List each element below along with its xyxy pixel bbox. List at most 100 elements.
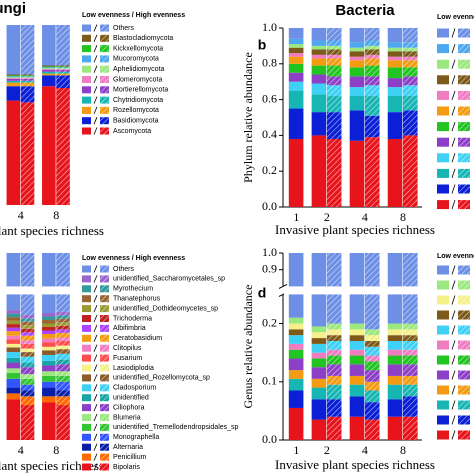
bar-segment [288, 349, 304, 359]
bar-segment [364, 76, 380, 86]
x-tick-label: 1 [293, 443, 299, 457]
bar-segment [42, 371, 56, 376]
bar-segment [20, 77, 35, 79]
bar-segment [20, 318, 35, 322]
bar-segment [387, 138, 403, 207]
bar-segment [311, 83, 327, 95]
bar-segment [42, 75, 56, 87]
legend-swatch [82, 117, 91, 125]
bar-segment [311, 387, 327, 400]
bar-segment [387, 323, 403, 330]
legend-swatch-hatched [100, 315, 109, 322]
y-axis-title: Genus relative abundance [241, 285, 255, 409]
legend-label: Chytridiomycota [113, 97, 163, 104]
legend-swatch-hatched [100, 384, 109, 392]
bar-segment [6, 343, 21, 348]
legend-swatch-hatched [100, 117, 109, 125]
bar-segment [20, 348, 35, 353]
legend-label: Clitopilus [113, 345, 142, 352]
legend-label: Cladosporium [113, 385, 156, 392]
bar-segment [6, 362, 21, 369]
legend-slash [93, 413, 98, 422]
bar-segment [349, 335, 365, 341]
bar-segment [42, 350, 56, 355]
bar-segment [349, 384, 365, 397]
legend-label: Albifimbria [113, 325, 146, 332]
legend-label: Others [113, 25, 135, 32]
x-tick-label: 8 [400, 443, 406, 457]
legend-swatch [437, 400, 449, 410]
bar-segment [56, 337, 70, 341]
bar-segment [42, 320, 56, 324]
legend-slash [451, 199, 456, 210]
legend-swatch-hatched [100, 86, 109, 94]
legend-swatch [82, 285, 91, 293]
legend-swatch-hatched [458, 295, 470, 305]
bar-segment [311, 399, 327, 420]
bar-segment [311, 332, 327, 339]
bar-segment [402, 28, 418, 43]
bar-segment [311, 135, 327, 207]
legend-swatch [82, 34, 91, 42]
bar-segment [387, 47, 403, 52]
legend-label: Bipolaris [113, 464, 140, 471]
bar-segment [56, 375, 70, 382]
legend-swatch-hatched [458, 325, 470, 335]
legend-swatch-hatched [100, 443, 109, 451]
bar-segment [311, 45, 327, 50]
bar-segment [326, 54, 342, 59]
bar-segment [364, 96, 380, 116]
x-tick-label: 4 [18, 208, 24, 222]
y-tick-label: 0.9 [262, 261, 277, 275]
bar-segment [288, 90, 304, 109]
legend-swatch [437, 370, 449, 380]
bar-segment [20, 396, 35, 406]
x-tick-label: 4 [362, 210, 368, 224]
bar-segment [42, 86, 56, 205]
x-axis-title: Invasive plant species richness [275, 222, 435, 237]
bar-segment [20, 82, 35, 87]
bar-segment [288, 44, 304, 48]
bar-segment [56, 88, 70, 205]
bar-segment [387, 329, 403, 336]
bar-segment [387, 416, 403, 440]
legend-swatch-hatched [458, 168, 470, 178]
bar-segment [311, 358, 327, 368]
legend-swatch [82, 374, 91, 382]
bar-segment [387, 96, 403, 113]
legend-swatch [437, 280, 449, 290]
legend-swatch-hatched [100, 324, 109, 332]
bar-segment [6, 75, 21, 77]
legend-swatch [82, 275, 91, 283]
bar-segment [20, 86, 35, 103]
legend-slash [451, 90, 456, 101]
bar-segment [288, 370, 304, 379]
bar-segment [20, 362, 35, 368]
bar-segment [288, 53, 304, 57]
legend-swatch-hatched [458, 75, 470, 85]
legend-slash [93, 65, 98, 73]
bar-segment [326, 96, 342, 113]
bar-segment [311, 49, 327, 55]
legend-swatch-hatched [100, 305, 109, 313]
bar-segment [20, 325, 35, 329]
axis-break-gap [2, 286, 74, 295]
legend-label: Ciliophora [113, 404, 145, 411]
legend-swatch-hatched [100, 275, 109, 283]
bar-segment [288, 335, 304, 344]
legend-label: Myrothecium [113, 286, 153, 293]
x-tick-label: 4 [18, 443, 24, 457]
bar-segment [288, 38, 304, 45]
bar-segment [402, 85, 418, 97]
legend-slash [93, 117, 98, 125]
panel-title: Fungi [0, 0, 26, 17]
bar-segment [349, 51, 365, 57]
legend-swatch-hatched [100, 55, 109, 63]
legend-swatch-hatched [100, 285, 109, 293]
bar-segment [288, 56, 304, 64]
legend-title: Low evenness / High evenness [82, 255, 185, 262]
legend-label: Penicillium [113, 454, 147, 461]
bar-segment [42, 330, 56, 335]
bar-segment [6, 79, 21, 81]
bar-segment [349, 67, 365, 77]
